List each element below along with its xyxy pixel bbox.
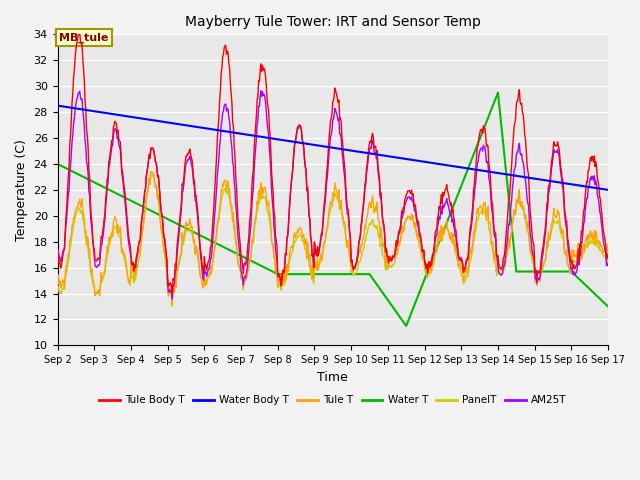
Text: MB_tule: MB_tule <box>60 33 109 43</box>
X-axis label: Time: Time <box>317 371 348 384</box>
Title: Mayberry Tule Tower: IRT and Sensor Temp: Mayberry Tule Tower: IRT and Sensor Temp <box>185 15 481 29</box>
Legend: Tule Body T, Water Body T, Tule T, Water T, PanelT, AM25T: Tule Body T, Water Body T, Tule T, Water… <box>95 391 571 409</box>
Y-axis label: Temperature (C): Temperature (C) <box>15 139 28 241</box>
